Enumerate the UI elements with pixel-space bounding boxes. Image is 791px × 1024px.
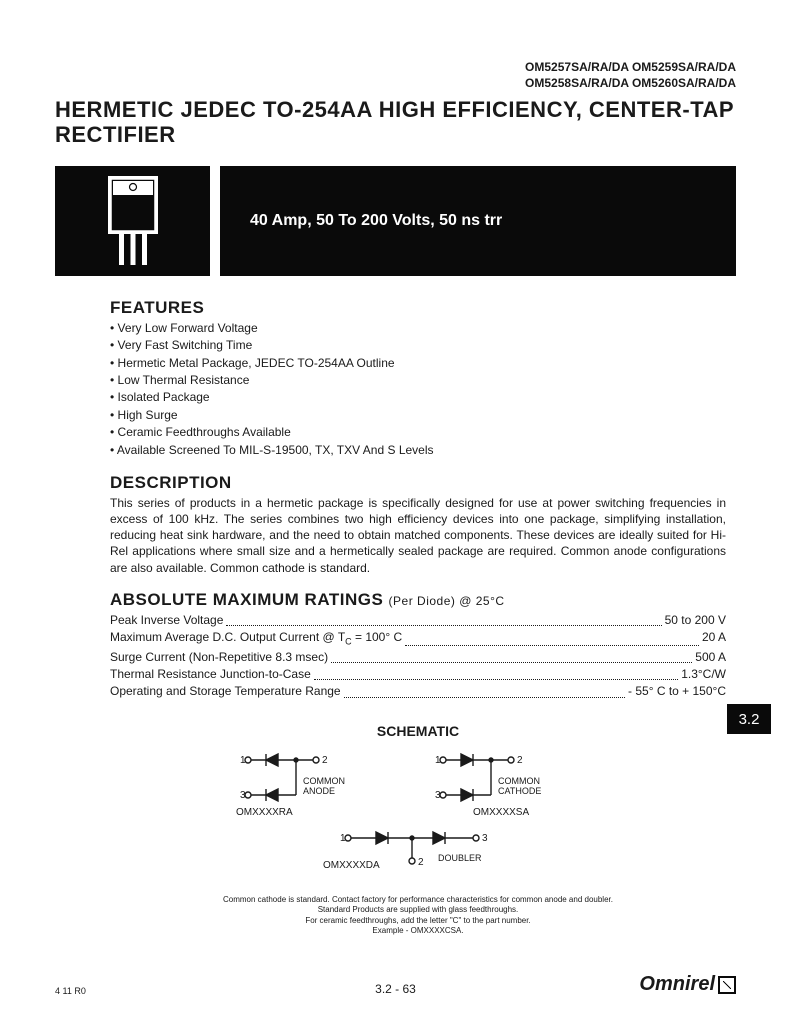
footnote: Common cathode is standard. Contact fact… bbox=[110, 895, 726, 937]
feature-item: Ceramic Feedthroughs Available bbox=[110, 424, 726, 441]
description-heading: DESCRIPTION bbox=[110, 473, 726, 493]
rating-leader bbox=[314, 666, 678, 680]
svg-text:OMXXXXDA: OMXXXXDA bbox=[323, 860, 380, 871]
svg-text:ANODE: ANODE bbox=[303, 786, 335, 796]
ratings-title-text: ABSOLUTE MAXIMUM RATINGS bbox=[110, 590, 383, 609]
rating-label: Thermal Resistance Junction-to-Case bbox=[110, 666, 311, 683]
brand-mark-icon bbox=[718, 976, 736, 994]
feature-item: Hermetic Metal Package, JEDEC TO-254AA O… bbox=[110, 355, 726, 372]
svg-text:3: 3 bbox=[482, 833, 488, 844]
rating-leader bbox=[344, 683, 625, 697]
part-line-1: OM5257SA/RA/DA OM5259SA/RA/DA bbox=[55, 60, 736, 76]
ratings-note: (Per Diode) @ 25°C bbox=[389, 594, 505, 608]
rating-label: Surge Current (Non-Repetitive 8.3 msec) bbox=[110, 649, 328, 666]
footer-page-number: 3.2 - 63 bbox=[375, 982, 416, 996]
rating-label: Operating and Storage Temperature Range bbox=[110, 683, 341, 700]
feature-item: Isolated Package bbox=[110, 389, 726, 406]
rating-row: Operating and Storage Temperature Range … bbox=[110, 683, 726, 700]
footnote-line: Common cathode is standard. Contact fact… bbox=[110, 895, 726, 905]
rating-row: Maximum Average D.C. Output Current @ TC… bbox=[110, 629, 726, 648]
rating-row: Thermal Resistance Junction-to-Case 1.3°… bbox=[110, 666, 726, 683]
rating-value: 500 A bbox=[695, 649, 726, 666]
rating-value: - 55° C to + 150°C bbox=[628, 683, 726, 700]
rating-row: Peak Inverse Voltage 50 to 200 V bbox=[110, 612, 726, 629]
svg-text:CATHODE: CATHODE bbox=[498, 786, 541, 796]
rating-label: Peak Inverse Voltage bbox=[110, 612, 223, 629]
schematic-heading: SCHEMATIC bbox=[110, 723, 726, 739]
svg-text:1: 1 bbox=[435, 755, 441, 766]
features-list: Very Low Forward Voltage Very Fast Switc… bbox=[110, 320, 726, 459]
svg-text:OMXXXXRA: OMXXXXRA bbox=[236, 807, 293, 818]
feature-item: High Surge bbox=[110, 407, 726, 424]
svg-text:1: 1 bbox=[340, 833, 346, 844]
schematic-diagram: 1 2 3 COMMON ANODE OMXXXXRA bbox=[110, 745, 726, 885]
rating-leader bbox=[226, 612, 661, 626]
package-illustration bbox=[55, 166, 210, 276]
svg-text:2: 2 bbox=[418, 857, 424, 868]
rating-row: Surge Current (Non-Repetitive 8.3 msec) … bbox=[110, 649, 726, 666]
svg-text:1: 1 bbox=[240, 755, 246, 766]
footnote-line: Standard Products are supplied with glas… bbox=[110, 905, 726, 915]
rating-leader bbox=[405, 629, 699, 645]
footnote-line: For ceramic feedthroughs, add the letter… bbox=[110, 916, 726, 926]
svg-text:3: 3 bbox=[435, 790, 441, 801]
features-heading: FEATURES bbox=[110, 298, 726, 318]
brand-logo: Omnirel bbox=[639, 973, 736, 996]
svg-text:3: 3 bbox=[240, 790, 246, 801]
rating-value: 50 to 200 V bbox=[665, 612, 726, 629]
content-column: FEATURES Very Low Forward Voltage Very F… bbox=[55, 298, 736, 937]
svg-text:2: 2 bbox=[322, 755, 328, 766]
ratings-heading: ABSOLUTE MAXIMUM RATINGS (Per Diode) @ 2… bbox=[110, 590, 726, 610]
footer-left: 4 11 R0 bbox=[55, 986, 86, 996]
hero-row: 40 Amp, 50 To 200 Volts, 50 ns trr bbox=[55, 166, 736, 276]
feature-item: Very Fast Switching Time bbox=[110, 337, 726, 354]
part-line-2: OM5258SA/RA/DA OM5260SA/RA/DA bbox=[55, 76, 736, 92]
page-title: HERMETIC JEDEC TO-254AA HIGH EFFICIENCY,… bbox=[55, 97, 736, 148]
feature-item: Low Thermal Resistance bbox=[110, 372, 726, 389]
feature-item: Very Low Forward Voltage bbox=[110, 320, 726, 337]
feature-item: Available Screened To MIL-S-19500, TX, T… bbox=[110, 442, 726, 459]
section-badge: 3.2 bbox=[727, 704, 771, 734]
page-footer: 4 11 R0 3.2 - 63 Omnirel bbox=[55, 973, 736, 996]
part-numbers: OM5257SA/RA/DA OM5259SA/RA/DA OM5258SA/R… bbox=[55, 60, 736, 91]
svg-text:COMMON: COMMON bbox=[303, 776, 345, 786]
brand-name: Omnirel bbox=[639, 973, 715, 996]
svg-text:2: 2 bbox=[517, 755, 523, 766]
rating-label: Maximum Average D.C. Output Current @ TC… bbox=[110, 629, 402, 648]
rating-value: 1.3°C/W bbox=[681, 666, 726, 683]
svg-text:DOUBLER: DOUBLER bbox=[438, 853, 482, 863]
svg-text:OMXXXXSA: OMXXXXSA bbox=[473, 807, 529, 818]
footnote-line: Example - OMXXXXCSA. bbox=[110, 926, 726, 936]
ratings-table: Peak Inverse Voltage 50 to 200 V Maximum… bbox=[110, 612, 726, 701]
description-text: This series of products in a hermetic pa… bbox=[110, 495, 726, 576]
spec-banner: 40 Amp, 50 To 200 Volts, 50 ns trr bbox=[220, 166, 736, 276]
rating-leader bbox=[331, 649, 692, 663]
rating-value: 20 A bbox=[702, 629, 726, 648]
svg-text:COMMON: COMMON bbox=[498, 776, 540, 786]
